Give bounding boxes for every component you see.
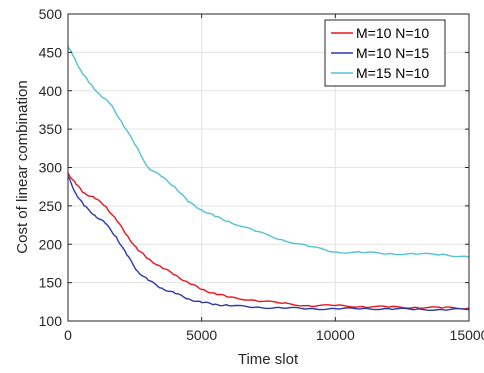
- series-line-1: [67, 172, 470, 310]
- legend-label: M=10 N=10: [356, 25, 429, 41]
- y-tick-label: 300: [39, 160, 63, 176]
- y-tick-label: 400: [39, 83, 63, 99]
- x-axis-ticks: 0 5000 10000 15000: [64, 14, 484, 343]
- legend-label: M=10 N=15: [356, 45, 429, 61]
- x-tick-label: 15000: [450, 327, 484, 343]
- x-tick-label: 5000: [186, 327, 217, 343]
- y-tick-label: 250: [39, 198, 63, 214]
- y-tick-label: 450: [39, 44, 63, 60]
- x-axis-label: Time slot: [238, 351, 299, 368]
- series-lines: [67, 45, 470, 311]
- legend-label: M=15 N=10: [356, 65, 429, 81]
- y-axis-ticks: 100 150 200 250 300 350 400 450 500: [39, 6, 469, 329]
- y-axis-label: Cost of linear combination: [14, 80, 31, 253]
- y-tick-label: 150: [39, 275, 63, 291]
- y-tick-label: 500: [39, 6, 63, 22]
- y-tick-label: 100: [39, 313, 63, 329]
- series-line-3: [67, 45, 470, 258]
- legend: M=10 N=10 M=10 N=15 M=15 N=10: [324, 19, 446, 87]
- x-tick-label: 10000: [316, 327, 355, 343]
- y-tick-label: 350: [39, 121, 63, 137]
- y-tick-label: 200: [39, 236, 63, 252]
- x-tick-label: 0: [64, 327, 72, 343]
- series-line-2: [67, 176, 470, 311]
